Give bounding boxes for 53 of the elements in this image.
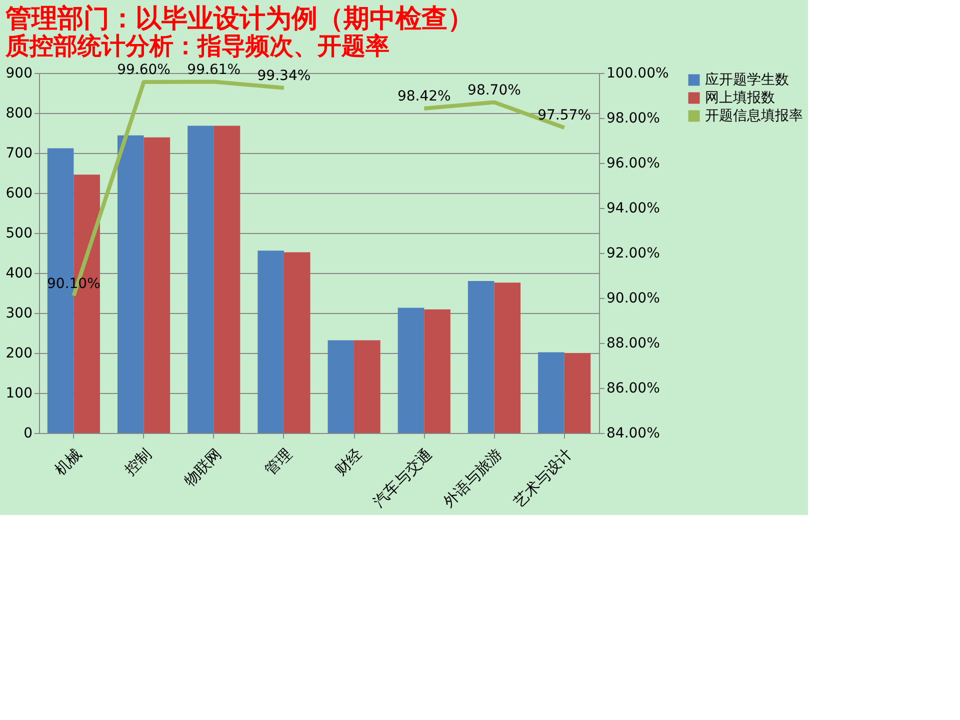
bar [424, 309, 450, 433]
y2-tick-label: 90.00% [606, 290, 660, 306]
y-tick-label: 300 [6, 306, 32, 322]
x-tick-label: 管理 [261, 445, 296, 480]
bar [188, 126, 214, 433]
y-tick-label: 500 [6, 226, 32, 242]
x-tick-label: 财经 [331, 445, 366, 480]
bar [354, 340, 380, 433]
bar [144, 137, 170, 433]
bar [118, 135, 144, 433]
x-tick-label: 艺术与设计 [510, 445, 576, 511]
y-tick-label: 200 [6, 346, 32, 362]
x-tick-label: 机械 [51, 445, 86, 480]
y-tick-label: 800 [6, 106, 32, 122]
bar [398, 308, 424, 433]
bar [328, 340, 354, 433]
legend-label: 开题信息填报率 [705, 108, 803, 124]
data-label: 98.70% [468, 82, 521, 98]
bar [284, 252, 310, 433]
y-tick-label: 700 [6, 146, 32, 162]
bar [564, 353, 591, 433]
data-label: 99.60% [117, 62, 170, 78]
legend-label: 网上填报数 [705, 90, 775, 106]
data-label: 98.42% [397, 88, 451, 105]
x-tick-label: 汽车与交通 [370, 445, 436, 511]
legend-label: 应开题学生数 [705, 72, 789, 88]
data-label: 97.57% [538, 108, 591, 124]
x-tick-label: 控制 [121, 445, 156, 480]
data-label: 99.61% [187, 62, 241, 78]
bar [468, 281, 494, 433]
y-tick-label: 400 [6, 266, 32, 282]
y2-tick-label: 92.00% [606, 246, 660, 262]
bar [538, 352, 564, 433]
y-tick-label: 0 [24, 426, 32, 442]
bar [258, 250, 284, 433]
chart-subtitle: 质控部统计分析：指导频次、开题率 [4, 32, 390, 60]
y-tick-label: 900 [6, 66, 32, 82]
bar [494, 282, 520, 433]
y2-tick-label: 98.00% [606, 110, 660, 126]
y-tick-label: 600 [6, 186, 32, 202]
data-label: 90.10% [47, 276, 100, 292]
chart-title: 管理部门：以毕业设计为例（期中检查） [4, 4, 474, 34]
y2-tick-label: 100.00% [606, 66, 669, 82]
y2-tick-label: 94.00% [606, 200, 660, 216]
x-tick-label: 物联网 [180, 445, 226, 490]
y2-tick-label: 88.00% [606, 336, 660, 352]
data-label: 99.34% [257, 68, 311, 84]
y2-tick-label: 96.00% [606, 156, 660, 172]
bar [214, 126, 240, 433]
y2-tick-label: 84.00% [606, 426, 660, 442]
x-tick-label: 外语与旅游 [440, 445, 506, 511]
y-tick-label: 100 [6, 386, 32, 402]
y2-tick-label: 86.00% [606, 380, 660, 396]
